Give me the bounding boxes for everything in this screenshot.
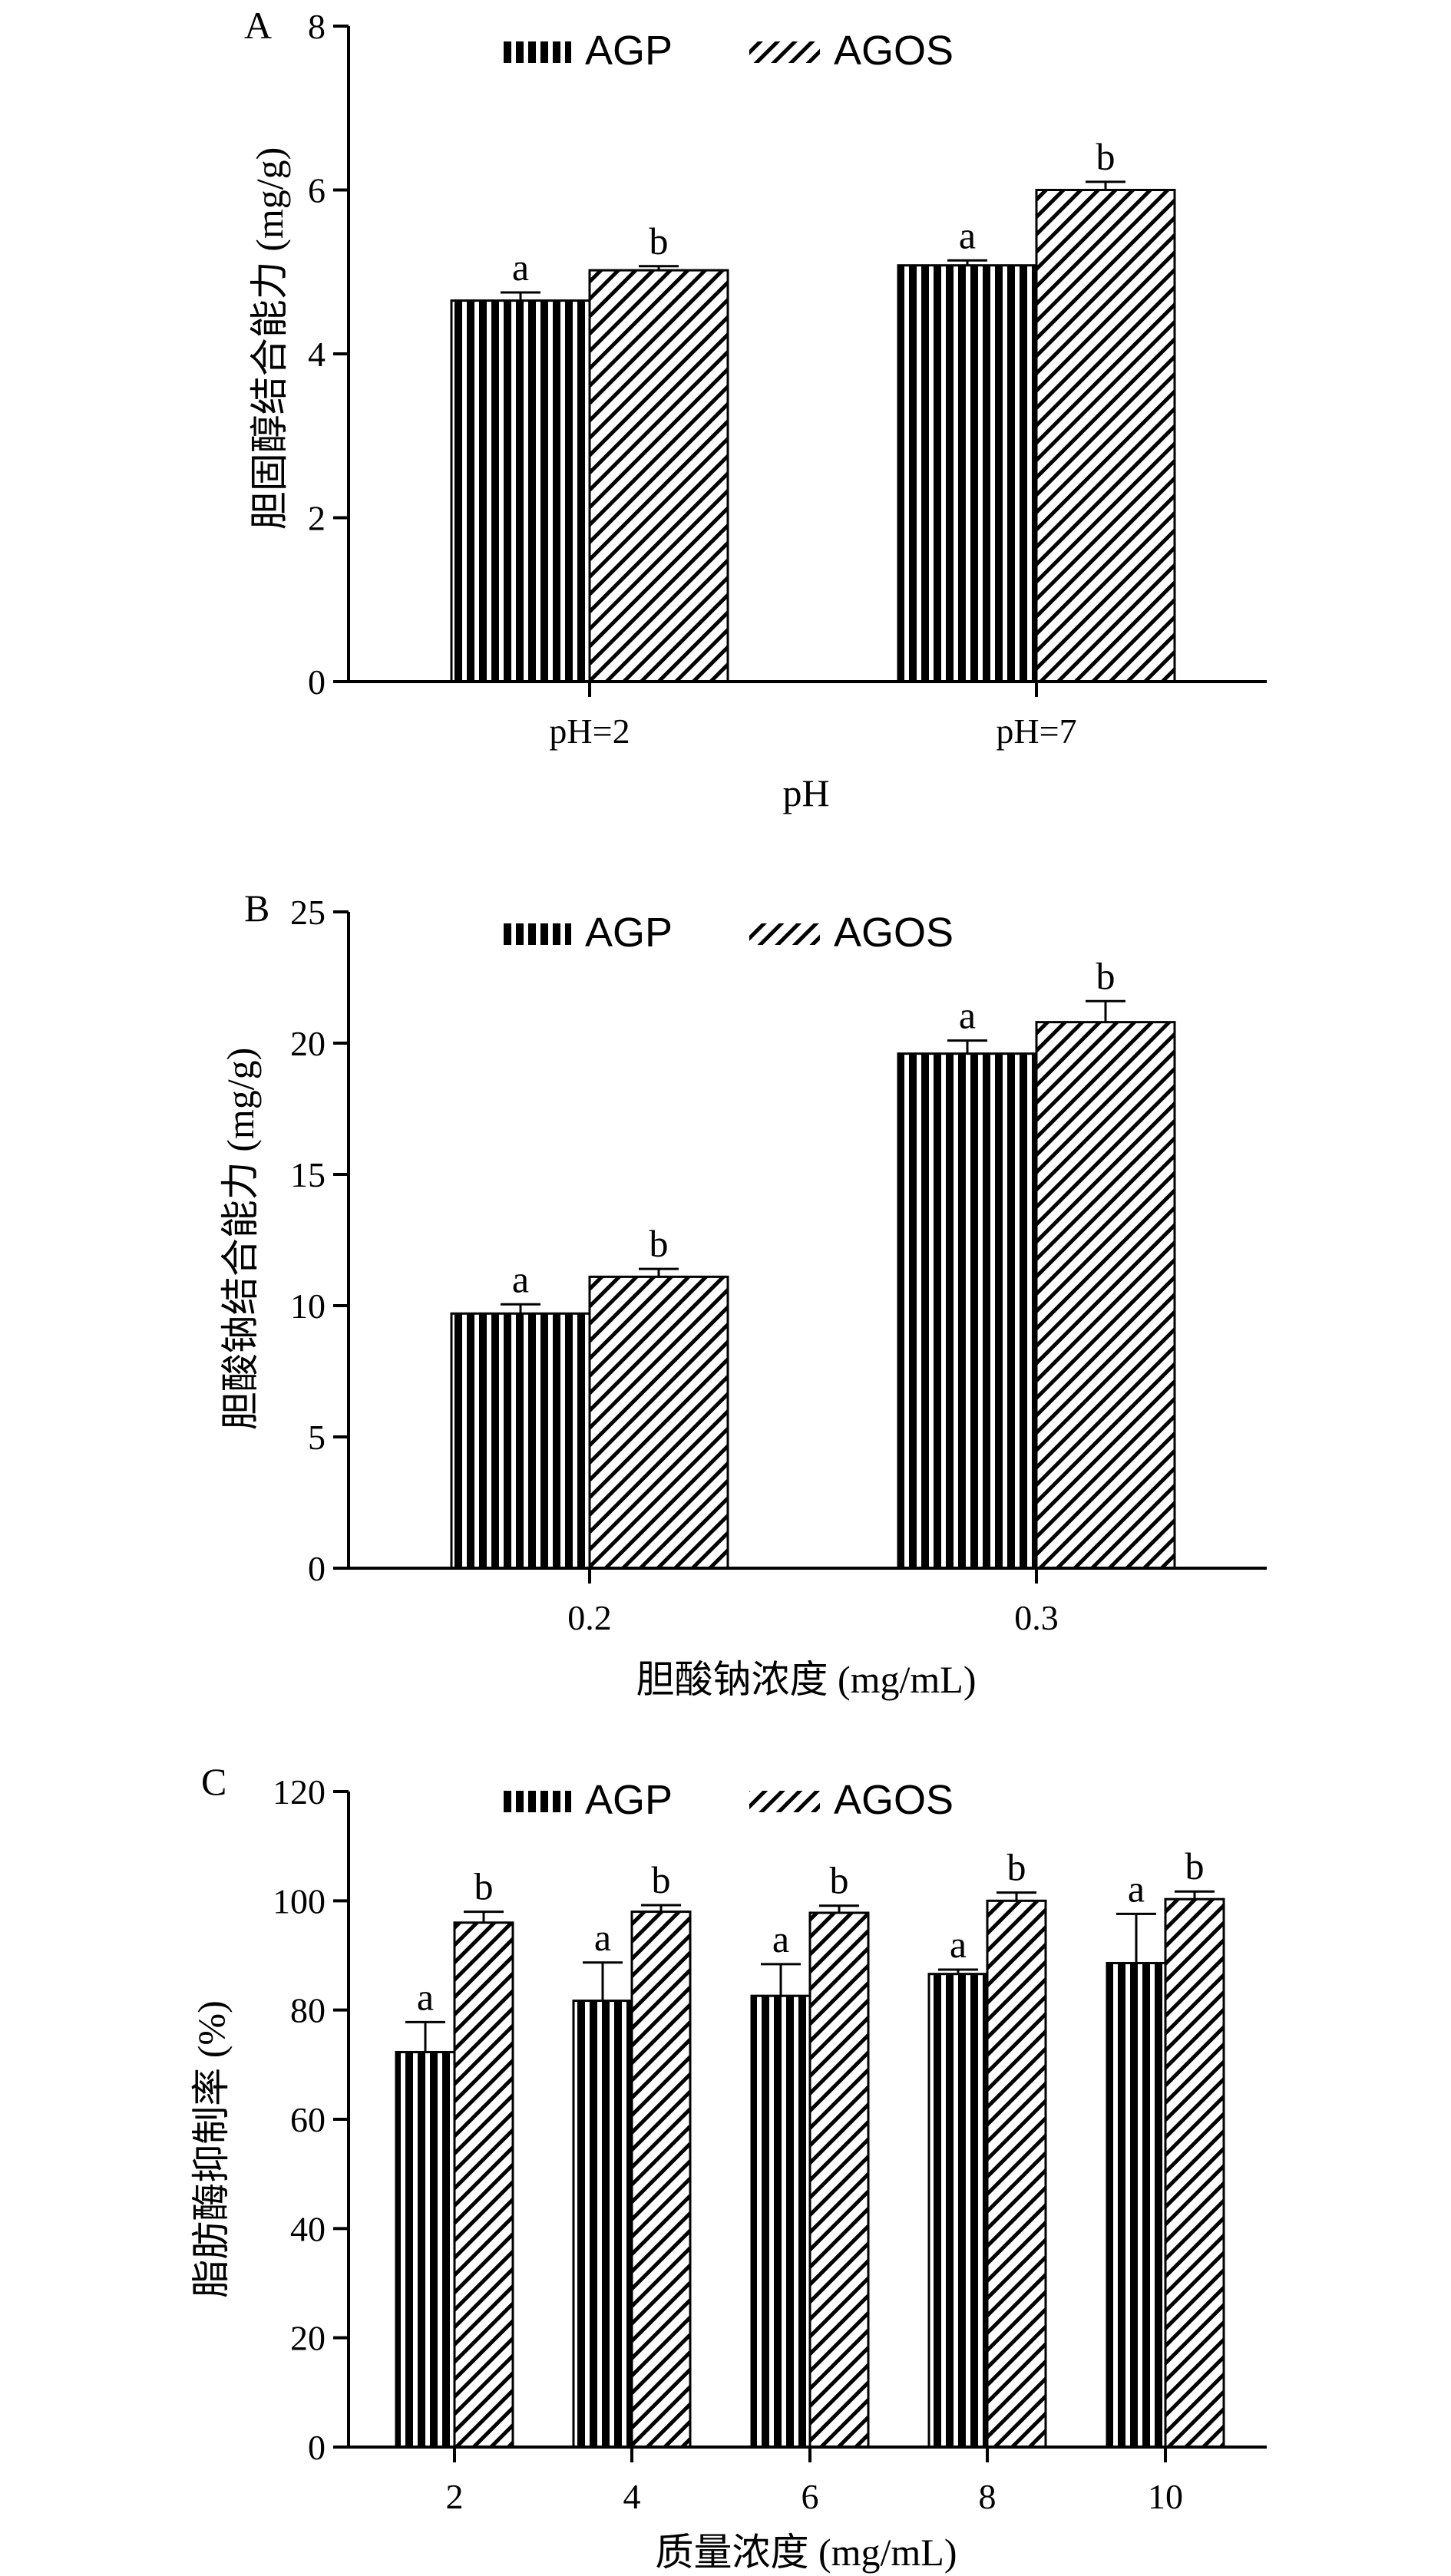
x-tick-label: pH=2 <box>549 712 630 751</box>
bar-agos-4 <box>1164 1897 1225 2449</box>
x-tick-label: pH=7 <box>996 712 1076 751</box>
significance-letter: a <box>512 1257 529 1300</box>
y-tick-label: 40 <box>290 2209 326 2248</box>
legend-label-agos: AGOS <box>834 910 954 956</box>
bar-agos-1 <box>1035 189 1176 683</box>
y-tick-label: 25 <box>290 893 326 932</box>
y-tick-label: 4 <box>308 335 326 374</box>
y-axis-label: 胆酸钠结合能力 (mg/g) <box>219 1048 262 1431</box>
significance-letter: a <box>1128 1867 1145 1910</box>
panel-a: A 胆固醇结合能力 (mg/g) pH AGP AGOS a b a b 0 2 4 6 8 p… <box>244 4 1267 814</box>
significance-letter: b <box>1185 1844 1205 1887</box>
bar-agos-1 <box>630 1911 692 2449</box>
bar-agos-0 <box>588 1275 729 1570</box>
bar-agos-0 <box>588 269 729 683</box>
legend: AGP AGOS <box>501 910 954 956</box>
x-tick-label: 10 <box>1148 2477 1183 2516</box>
panel-label: B <box>244 887 269 930</box>
significance-letter: a <box>950 1923 967 1966</box>
legend-label-agp: AGP <box>585 910 673 956</box>
panel-label: C <box>201 1760 226 1803</box>
y-tick-label: 10 <box>290 1286 326 1326</box>
y-tick-label: 5 <box>308 1418 326 1457</box>
legend-swatch-agos <box>749 1791 820 1812</box>
y-tick-label: 6 <box>308 171 326 210</box>
y-tick-label: 2 <box>308 499 326 538</box>
legend-swatch-agp <box>501 923 571 945</box>
x-tick-label: 2 <box>446 2477 464 2516</box>
axes: 0 20 40 60 80 100 120 2 4 6 8 10 <box>273 1772 1267 2516</box>
x-axis-label: 胆酸钠浓度 (mg/mL) <box>636 1658 976 1701</box>
y-axis-label: 胆固醇结合能力 (mg/g) <box>248 147 291 530</box>
y-tick-label: 120 <box>273 1772 326 1811</box>
y-tick-label: 20 <box>290 2319 326 2358</box>
bars: a b a b <box>450 954 1176 1570</box>
panel-label: A <box>244 4 272 47</box>
y-tick-label: 80 <box>290 1991 326 2030</box>
significance-letter: a <box>512 246 529 289</box>
legend-label-agp: AGP <box>585 1777 673 1823</box>
significance-letter: a <box>772 1917 789 1960</box>
bar-agp-0 <box>450 1312 591 1570</box>
significance-letter: b <box>1007 1846 1026 1889</box>
x-tick-label: 6 <box>802 2477 819 2516</box>
panel-c: C 脂肪酶抑制率 (%) 质量浓度 (mg/mL) AGP AGOS ababa… <box>190 1760 1267 2574</box>
x-tick-label: 8 <box>979 2477 997 2516</box>
axes: 0 5 10 15 20 25 0.2 0.3 <box>290 893 1267 1637</box>
legend-swatch-agos <box>749 923 820 945</box>
bar-agp-1 <box>897 264 1038 683</box>
bar-agp-2 <box>750 1994 811 2449</box>
axes: 0 2 4 6 8 pH=2 pH=7 <box>308 7 1267 751</box>
y-tick-label: 0 <box>308 662 326 702</box>
bars: a b a b <box>450 135 1176 683</box>
x-tick-label: 0.2 <box>567 1598 612 1637</box>
legend: AGP AGOS <box>501 28 954 74</box>
significance-letter: a <box>417 1975 434 2018</box>
legend-label-agp: AGP <box>585 28 673 74</box>
y-tick-label: 60 <box>290 2100 326 2139</box>
y-tick-label: 20 <box>290 1024 326 1063</box>
y-tick-label: 100 <box>273 1881 326 1920</box>
y-tick-label: 15 <box>290 1155 326 1194</box>
bar-agp-3 <box>927 1973 989 2449</box>
bar-agos-2 <box>808 1911 870 2449</box>
y-axis-label: 脂肪酶抑制率 (%) <box>190 2000 233 2297</box>
legend: AGP AGOS <box>501 1777 954 1823</box>
legend-swatch-agp <box>501 41 571 63</box>
x-tick-label: 4 <box>623 2477 641 2516</box>
bar-agos-1 <box>1035 1021 1176 1570</box>
bar-agos-0 <box>453 1921 514 2449</box>
legend-swatch-agp <box>501 1791 571 1812</box>
bar-agp-1 <box>572 2000 633 2449</box>
significance-letter: a <box>959 213 976 256</box>
significance-letter: b <box>1096 954 1116 997</box>
significance-letter: b <box>474 1865 494 1908</box>
bar-agp-0 <box>395 2050 456 2449</box>
significance-letter: b <box>649 220 669 263</box>
panel-b: B 胆酸钠结合能力 (mg/g) 胆酸钠浓度 (mg/mL) AGP AGOS … <box>219 887 1267 1701</box>
legend-label-agos: AGOS <box>834 1777 954 1823</box>
significance-letter: b <box>830 1859 849 1902</box>
significance-letter: b <box>1096 135 1116 178</box>
x-axis-label: pH <box>782 771 829 814</box>
bar-agp-0 <box>450 299 591 683</box>
significance-letter: a <box>594 1916 611 1959</box>
x-axis-label: 质量浓度 (mg/mL) <box>655 2531 957 2574</box>
bar-agp-1 <box>897 1052 1038 1570</box>
y-tick-label: 0 <box>308 2428 326 2467</box>
legend-swatch-agos <box>749 41 820 63</box>
x-tick-label: 0.3 <box>1014 1598 1059 1637</box>
bar-agos-3 <box>986 1899 1047 2449</box>
significance-letter: b <box>652 1858 671 1901</box>
bar-agp-4 <box>1106 1961 1167 2449</box>
y-tick-label: 8 <box>308 7 326 46</box>
significance-letter: a <box>959 994 976 1037</box>
legend-label-agos: AGOS <box>834 28 954 74</box>
significance-letter: b <box>649 1222 669 1265</box>
y-tick-label: 0 <box>308 1549 326 1588</box>
